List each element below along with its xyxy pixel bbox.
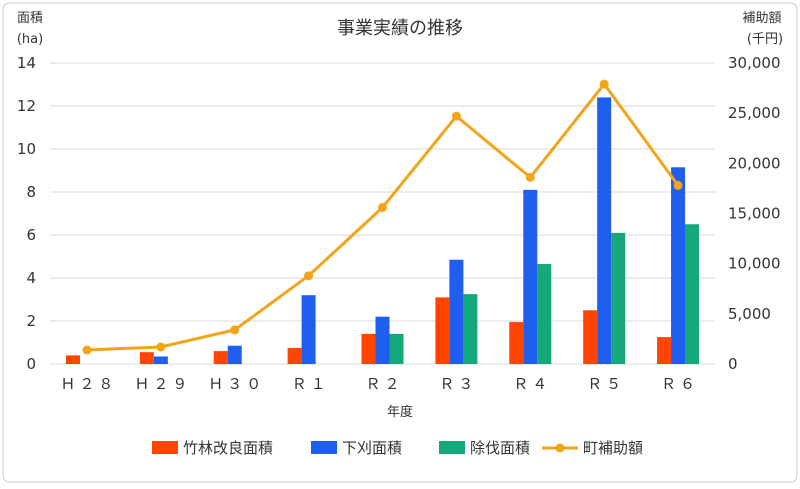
bar <box>301 295 316 364</box>
chart-title: 事業実績の推移 <box>337 18 463 39</box>
left-tick-label: 2 <box>26 312 36 330</box>
legend-label: 除伐面積 <box>470 439 530 457</box>
legend-swatch <box>152 441 178 454</box>
right-tick-label: 30,000 <box>728 54 781 72</box>
category-label: Ｒ６ <box>661 375 699 393</box>
bar <box>463 294 478 364</box>
right-axis-label-line2: (千円) <box>747 32 783 47</box>
bar <box>449 259 464 364</box>
bar <box>509 322 524 364</box>
line-point <box>304 271 314 281</box>
category-label: Ｒ４ <box>513 375 551 393</box>
left-axis-label-line1: 面積 <box>17 11 43 26</box>
legend-label: 竹林改良面積 <box>183 439 273 457</box>
bar <box>287 347 302 364</box>
category-label: Ｒ３ <box>439 375 477 393</box>
right-tick-label: 20,000 <box>728 154 781 172</box>
bar <box>611 232 626 364</box>
legend-label: 下刈面積 <box>342 439 402 457</box>
category-label: Ｈ３０ <box>208 375 265 393</box>
bar <box>153 356 168 364</box>
legend: 竹林改良面積 下刈面積 除伐面積 町補助額 <box>152 439 643 457</box>
left-tick-label: 8 <box>26 183 36 201</box>
bar <box>139 352 154 364</box>
line-point <box>673 180 683 190</box>
bar <box>657 337 672 364</box>
left-tick-label: 10 <box>17 140 36 158</box>
bar <box>523 189 538 364</box>
line-point <box>82 345 92 355</box>
legend-swatch <box>311 441 337 454</box>
line-point <box>230 325 240 335</box>
left-axis-label-line2: (ha) <box>17 32 43 47</box>
category-label: Ｈ２８ <box>60 375 117 393</box>
right-tick-label: 0 <box>728 355 738 373</box>
bar <box>597 97 612 365</box>
legend-label: 町補助額 <box>583 439 643 457</box>
line-point <box>599 79 609 89</box>
right-tick-label: 10,000 <box>728 255 781 273</box>
line-point <box>378 202 387 212</box>
bar <box>685 224 700 364</box>
right-tick-label: 5,000 <box>728 305 771 323</box>
legend-swatch <box>439 441 465 454</box>
bar <box>671 167 686 364</box>
right-tick-label: 15,000 <box>728 205 781 223</box>
bar <box>361 333 376 364</box>
category-label: Ｈ２９ <box>134 375 191 393</box>
left-tick-label: 4 <box>26 269 36 287</box>
left-tick-label: 6 <box>26 226 36 244</box>
line-series <box>82 79 683 355</box>
bar-series <box>65 97 700 365</box>
category-label: Ｒ２ <box>365 375 403 393</box>
line-point <box>451 111 461 121</box>
left-tick-label: 0 <box>26 355 36 373</box>
line-point <box>525 172 535 182</box>
right-tick-label: 25,000 <box>728 104 781 122</box>
bar <box>389 333 404 364</box>
bar <box>213 351 228 364</box>
bar <box>227 345 242 364</box>
left-tick-label: 12 <box>17 97 36 115</box>
category-labels: Ｈ２８ Ｈ２９ Ｈ３０ Ｒ１ Ｒ２ Ｒ３ Ｒ４ Ｒ５ Ｒ６ <box>60 375 699 393</box>
bar <box>435 297 450 364</box>
category-label: Ｒ１ <box>292 375 330 393</box>
right-axis-label-line1: 補助額 <box>742 11 781 26</box>
bar <box>583 310 598 364</box>
right-axis-ticks: 0 5,000 10,000 15,000 20,000 25,000 30,000 <box>728 54 781 373</box>
bar <box>65 355 80 364</box>
bar <box>537 264 552 364</box>
left-tick-label: 14 <box>17 54 36 72</box>
left-axis-ticks: 0 2 4 6 8 10 12 14 <box>17 54 36 373</box>
x-axis-label: 年度 <box>387 404 413 420</box>
bar <box>375 316 390 364</box>
category-label: Ｒ５ <box>587 375 625 393</box>
line-point <box>156 342 166 352</box>
legend-marker <box>555 443 565 453</box>
